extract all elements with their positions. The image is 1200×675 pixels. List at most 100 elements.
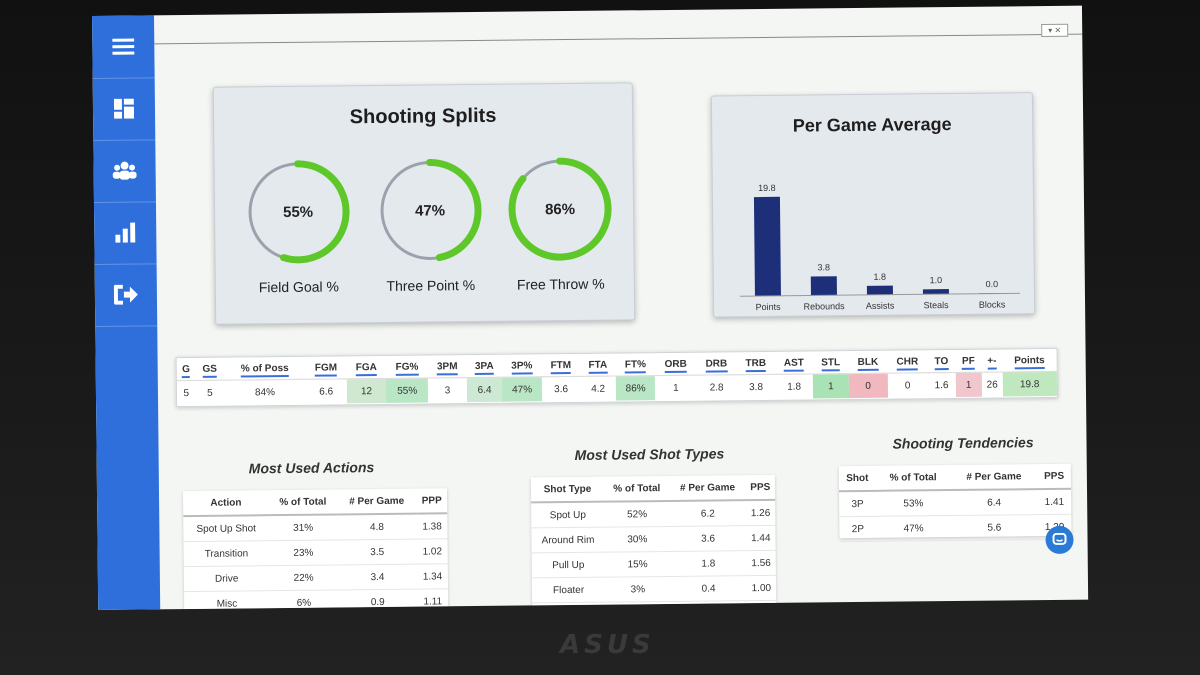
bar-category-label: Rebounds: [804, 301, 846, 311]
table-row: Pull Up 15% 1.8 1.56: [531, 550, 776, 578]
laptop-brand-logo: ASUS: [560, 630, 655, 660]
shot_types-header[interactable]: # Per Game: [669, 475, 746, 501]
stats-header[interactable]: ORB: [654, 352, 697, 376]
shot_types-cell: 6.2: [669, 500, 746, 527]
stats-header[interactable]: FG%: [385, 355, 429, 379]
stats-header[interactable]: BLK: [848, 350, 888, 374]
tendencies-table: Shot% of Total # Per Game PPS 3P 53% 6.4 1.41 2…: [838, 463, 1072, 542]
stats-header-label: ORB: [664, 358, 687, 373]
shot-types-title: Most Used Shot Types: [574, 445, 725, 463]
ring-fill: [508, 157, 612, 261]
stats-icon[interactable]: [93, 201, 157, 265]
shot_types-cell: 0.4: [670, 575, 747, 602]
main-content: ▾ ✕ Shooting Splits 55% Field Goal % 47% Th…: [154, 6, 1088, 610]
bar-category-label: Blocks: [979, 299, 1006, 309]
stats-cell: 0: [848, 373, 888, 399]
stats-cell: 3.8: [749, 381, 764, 393]
stats-header[interactable]: CHR: [887, 350, 928, 374]
shot_types-header[interactable]: % of Total: [603, 475, 670, 502]
tendencies-cell: 1.41: [1037, 488, 1072, 515]
stats-header[interactable]: FT%: [615, 353, 656, 377]
stats-header-label: DRB: [705, 357, 728, 373]
stats-cell: 3.6: [554, 383, 569, 395]
actions-cell: Misc: [184, 590, 270, 610]
logout-icon[interactable]: [94, 263, 158, 327]
menu-icon[interactable]: [92, 15, 155, 79]
table-row: Transition 23% 3.5 1.02: [183, 538, 448, 567]
actions-header[interactable]: Action: [182, 490, 269, 517]
shot_types-cell: 1.00: [746, 575, 777, 601]
stats-header[interactable]: TO: [927, 349, 956, 373]
stats-header-label: FTM: [550, 359, 572, 374]
tendencies-header[interactable]: PPS: [1037, 463, 1072, 490]
shot_types-cell: Floater: [531, 577, 606, 603]
shot_types-cell: 30%: [604, 526, 671, 553]
table-row: Spot Up Shot 31% 4.8 1.38: [183, 513, 448, 542]
shot_types-header[interactable]: PPS: [745, 474, 776, 501]
stats-cell: 47%: [502, 376, 542, 402]
ring-value: 47%: [414, 201, 446, 220]
school-filter-chip[interactable]: ▾ ✕: [1041, 23, 1069, 38]
stats-header[interactable]: 3P%: [502, 354, 542, 378]
table-row: Floater 3% 0.4 1.00: [531, 575, 777, 603]
table-row: Spot Up 52% 6.2 1.26: [531, 499, 776, 528]
tendencies-header[interactable]: # Per Game: [950, 464, 1038, 491]
stats-header[interactable]: AST: [774, 351, 813, 375]
ring-chart: [246, 160, 350, 264]
tendencies-cell: 47%: [876, 515, 952, 542]
actions-header[interactable]: PPP: [416, 488, 448, 514]
stats-header-label: % of Poss: [240, 362, 289, 377]
stats-header[interactable]: 3PM: [427, 355, 467, 379]
bar-points: [753, 196, 781, 297]
shot_types-header[interactable]: Shot Type: [530, 476, 605, 503]
tendencies-header[interactable]: % of Total: [875, 465, 951, 491]
ring-chart: [508, 157, 612, 261]
x-axis-line: [739, 292, 1020, 297]
tendencies-header[interactable]: Shot: [838, 465, 876, 492]
shot_types-cell: 1.44: [745, 525, 776, 551]
bar-value-label: 1.0: [930, 275, 943, 285]
actions-cell: Transition: [183, 540, 270, 567]
bar-steals: [922, 289, 949, 295]
bar-category-label: Steals: [924, 300, 950, 310]
shot_types-cell: 3%: [605, 576, 671, 603]
shot-types-table: Shot Type% of Total # Per Game PPS Spot Up 5…: [530, 474, 777, 606]
stats-header[interactable]: 3PA: [466, 354, 503, 378]
stats-header[interactable]: PF: [955, 349, 982, 373]
stats-header[interactable]: GS: [195, 357, 225, 381]
bar-value-label: 0.0: [986, 279, 999, 289]
stats-header[interactable]: +-: [981, 349, 1003, 373]
stats-header[interactable]: FTA: [579, 353, 616, 377]
stats-cell: 55%: [386, 378, 429, 403]
sidebar: [92, 15, 161, 610]
dashboard-icon[interactable]: [92, 77, 156, 141]
app-screen: ▾ ✕ Shooting Splits 55% Field Goal % 47% Th…: [92, 5, 1089, 610]
shot_types-cell: 1.26: [745, 499, 776, 526]
stats-header[interactable]: FGA: [346, 355, 387, 379]
bar-value-label: 1.8: [873, 272, 886, 282]
ring-value: 55%: [282, 203, 314, 221]
actions-cell: 1.02: [416, 538, 448, 565]
stats-header[interactable]: TRB: [736, 351, 776, 375]
stats-cell: 3: [444, 384, 451, 396]
shot_types-cell: 1.56: [746, 550, 776, 576]
stats-header[interactable]: G: [176, 357, 196, 381]
bar-value-label: 19.8: [758, 183, 776, 193]
stats-header[interactable]: FTM: [541, 353, 581, 377]
actions-header[interactable]: % of Total: [268, 489, 338, 516]
stats-header[interactable]: Points: [1002, 348, 1057, 372]
stats-header-label: CHR: [896, 355, 919, 371]
chat-icon[interactable]: [1045, 525, 1074, 555]
ring-label: Free Throw %: [516, 275, 605, 293]
stats-header[interactable]: STL: [812, 351, 849, 374]
stats-cell: 2.8: [709, 381, 724, 394]
tendencies-title: Shooting Tendencies: [892, 434, 1034, 452]
stats-header[interactable]: FGM: [305, 356, 347, 380]
stats-header[interactable]: % of Poss: [224, 356, 306, 381]
team-icon[interactable]: [93, 139, 156, 203]
actions-header[interactable]: # Per Game: [336, 488, 417, 515]
stats-cell: 5: [207, 387, 213, 399]
stats-header[interactable]: DRB: [696, 352, 737, 376]
bar-value-label: 3.8: [817, 262, 830, 272]
shot_types-cell: 1.8: [670, 550, 747, 577]
